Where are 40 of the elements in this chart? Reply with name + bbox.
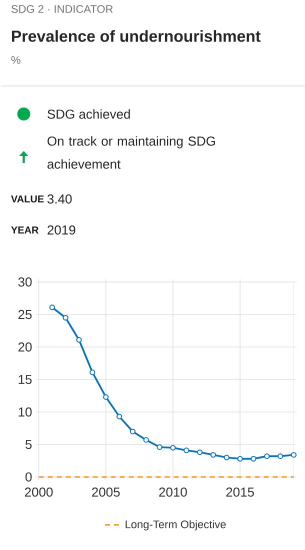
y-tick-label: 10 (18, 407, 32, 417)
x-tick-label: 2015 (226, 488, 254, 497)
point (237, 456, 243, 462)
y-tick-label: 5 (25, 440, 32, 450)
text: 3.40 (47, 194, 72, 204)
point (62, 314, 68, 321)
point (250, 456, 256, 462)
y-tick-label: 30 (18, 277, 32, 287)
text: SDG 2 · INDICATOR (11, 5, 112, 13)
text: YEAR (10, 226, 38, 234)
x-tick-label: 2000 (24, 488, 52, 497)
text: On track or maintaining SDG achievement (47, 136, 215, 169)
y-tick-label: 15 (18, 374, 32, 384)
text: VALUE (10, 196, 44, 202)
chart-subtitle: % (11, 56, 20, 64)
point (224, 454, 230, 460)
point (116, 414, 122, 420)
point (290, 452, 296, 458)
legend-label: Long-Term Objective (125, 520, 226, 530)
point (170, 444, 176, 451)
point (156, 444, 162, 450)
point (102, 394, 108, 400)
y-tick-label: 25 (18, 310, 32, 320)
point (196, 449, 202, 456)
point (49, 304, 55, 310)
y-tick-label: 0 (25, 472, 32, 482)
point (89, 370, 95, 376)
chart-title: Prevalence of undernourishment (12, 30, 260, 42)
point (130, 428, 136, 434)
point (143, 437, 149, 443)
point (277, 453, 283, 459)
point (183, 448, 189, 454)
y-tick-label: 20 (18, 342, 32, 352)
text: SDG achieved (47, 109, 130, 119)
point (76, 337, 82, 343)
x-tick-label: 2010 (158, 488, 187, 497)
x-tick-label: 2005 (92, 488, 120, 497)
point (264, 453, 270, 459)
point (210, 452, 216, 458)
text: 2019 (47, 225, 76, 235)
